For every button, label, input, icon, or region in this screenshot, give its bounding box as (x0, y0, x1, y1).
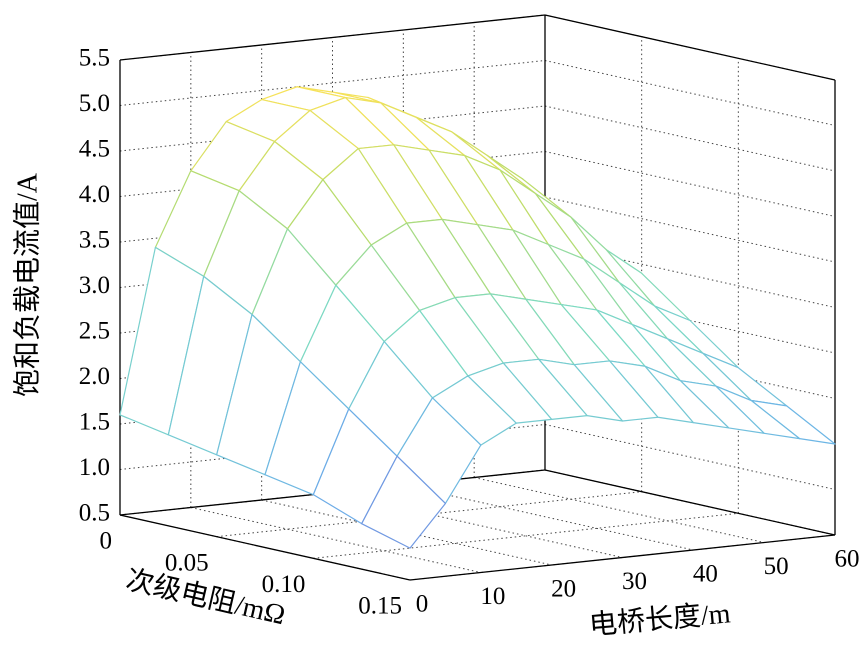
z-tick-label: 5.0 (79, 90, 110, 117)
x-tick-label: 10 (480, 583, 505, 610)
z-tick-label: 3.5 (79, 227, 110, 254)
grid-line (119, 105, 546, 152)
x-tick-label: 20 (551, 576, 576, 603)
z-tick-label: 4.0 (79, 181, 110, 208)
grid-line (544, 424, 836, 490)
z-tick-label: 2.5 (79, 318, 110, 345)
axis-edge (544, 14, 836, 81)
x-tick-label: 60 (835, 546, 860, 573)
grid-line (403, 484, 694, 551)
y-tick-label: 0 (100, 528, 113, 555)
grid-line (119, 60, 546, 106)
z-tick-label: 1.0 (79, 454, 110, 481)
grid-line (544, 196, 836, 263)
z-tick-label: 0.5 (79, 500, 110, 527)
z-tick-label: 4.5 (79, 136, 110, 163)
surface (119, 86, 836, 549)
grid-line (190, 507, 481, 573)
z-axis-label: 饱和负载电流值/A (11, 172, 43, 397)
grid-line (313, 512, 739, 559)
z-tick-label: 3.0 (79, 272, 110, 299)
y-tick-label: 0.15 (358, 593, 402, 620)
z-tick-label: 2.0 (79, 363, 110, 390)
grid-line (544, 60, 836, 126)
x-tick-label: 0 (416, 591, 429, 618)
y-tick-label: 0.05 (165, 549, 209, 576)
grid-line (474, 477, 765, 543)
y-tick-label: 0.10 (262, 571, 306, 598)
z-tick-label: 1.5 (79, 409, 110, 436)
axis-edge (119, 14, 546, 61)
grid-line (544, 105, 836, 172)
x-tick-label: 30 (622, 568, 647, 595)
axis-edge (544, 469, 836, 536)
axis-edge (409, 534, 836, 581)
x-tick-label: 50 (764, 553, 789, 580)
x-tick-label: 40 (693, 561, 718, 588)
z-tick-label: 5.5 (79, 45, 110, 72)
axis-edge (119, 514, 411, 581)
surface-patch (361, 455, 447, 549)
x-axis-label: 电桥长度/m (588, 597, 732, 641)
grid-line (544, 151, 836, 217)
labels: 饱和负载电流值/A 次级电阻/mΩ 电桥长度/m 0.51.01.52.02.5… (11, 45, 859, 642)
grid-line (216, 491, 642, 538)
